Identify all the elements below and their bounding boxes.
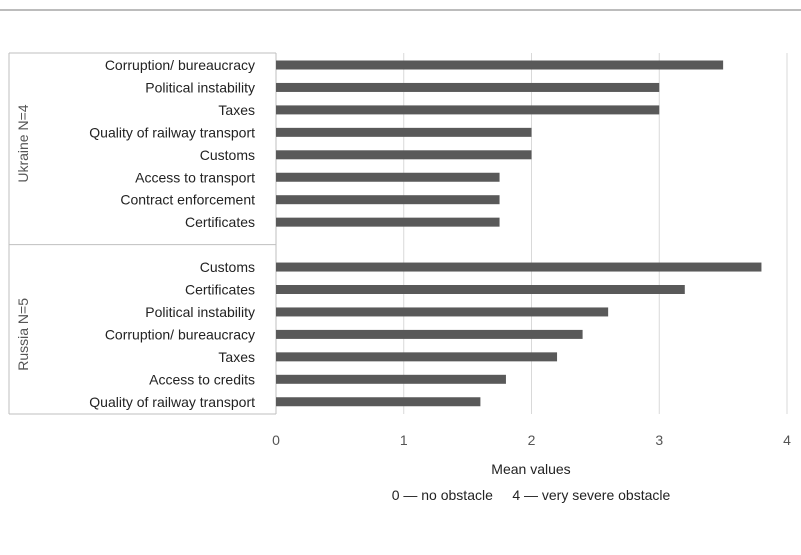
category-label: Taxes bbox=[218, 349, 255, 365]
category-label: Contract enforcement bbox=[120, 192, 255, 208]
category-label: Customs bbox=[200, 259, 255, 275]
category-label: Political instability bbox=[145, 304, 255, 320]
bar bbox=[276, 60, 724, 70]
category-label: Corruption/ bureaucracy bbox=[105, 57, 255, 73]
bar bbox=[276, 397, 481, 407]
x-tick-labels: 0 1 2 3 4 bbox=[272, 432, 791, 448]
bar bbox=[276, 329, 583, 339]
category-label: Quality of railway transport bbox=[89, 124, 255, 140]
x-tick-label: 0 bbox=[272, 432, 280, 448]
x-axis-note: 0 — no obstacle 4 — very severe obstacle bbox=[392, 487, 671, 503]
category-label: Certificates bbox=[185, 282, 255, 298]
x-tick-label: 3 bbox=[655, 432, 663, 448]
category-label: Access to transport bbox=[135, 169, 255, 185]
group-label: Russia N=5 bbox=[15, 298, 31, 371]
group-labels: Ukraine N=4 Russia N=5 bbox=[15, 104, 31, 371]
bar bbox=[276, 374, 506, 384]
category-label: Corruption/ bureaucracy bbox=[105, 326, 255, 342]
category-labels: Corruption/ bureaucracy Political instabi… bbox=[89, 57, 255, 410]
bar bbox=[276, 172, 500, 182]
bar bbox=[276, 127, 532, 137]
bar bbox=[276, 150, 532, 160]
category-label: Access to credits bbox=[149, 371, 255, 387]
bar bbox=[276, 285, 685, 294]
x-tick-label: 2 bbox=[528, 432, 536, 448]
category-label: Taxes bbox=[218, 102, 255, 118]
group-label: Ukraine N=4 bbox=[15, 104, 31, 182]
bar bbox=[276, 217, 500, 227]
bar bbox=[276, 352, 558, 362]
bar bbox=[276, 82, 660, 92]
category-label: Customs bbox=[200, 147, 255, 163]
category-label: Quality of railway transport bbox=[89, 394, 255, 410]
category-label: Political instability bbox=[145, 79, 255, 95]
x-axis-title: Mean values bbox=[491, 461, 570, 477]
x-tick-label: 1 bbox=[400, 432, 408, 448]
x-tick-label: 4 bbox=[783, 432, 791, 448]
bar bbox=[276, 262, 762, 272]
bar bbox=[276, 307, 609, 317]
category-label: Certificates bbox=[185, 214, 255, 230]
bar bbox=[276, 105, 660, 115]
bar bbox=[276, 195, 500, 205]
bars bbox=[276, 60, 762, 407]
